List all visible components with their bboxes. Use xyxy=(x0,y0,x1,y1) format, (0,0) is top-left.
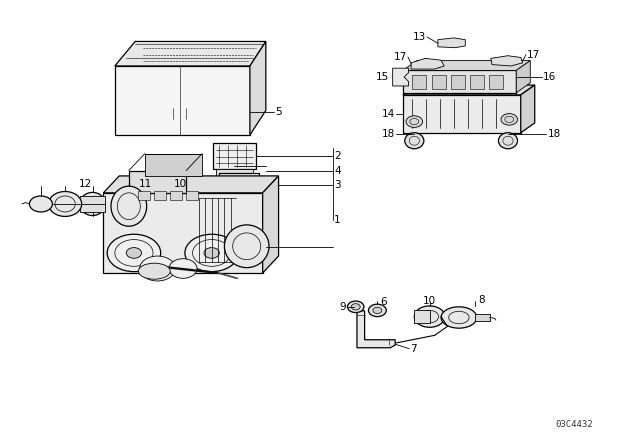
Polygon shape xyxy=(411,58,444,69)
Ellipse shape xyxy=(80,192,105,215)
Ellipse shape xyxy=(225,225,269,267)
Ellipse shape xyxy=(138,263,170,279)
Ellipse shape xyxy=(441,307,477,328)
Text: 10: 10 xyxy=(173,179,187,189)
Ellipse shape xyxy=(369,304,387,317)
Bar xyxy=(223,176,255,194)
Ellipse shape xyxy=(501,114,518,125)
Polygon shape xyxy=(103,193,262,273)
Polygon shape xyxy=(403,70,516,93)
Text: 17: 17 xyxy=(394,52,406,62)
Text: 13: 13 xyxy=(413,32,426,42)
Ellipse shape xyxy=(126,248,141,258)
Ellipse shape xyxy=(204,248,220,258)
Text: 1: 1 xyxy=(334,215,340,224)
Text: 5: 5 xyxy=(275,107,282,117)
Ellipse shape xyxy=(49,191,82,216)
Bar xyxy=(414,310,430,323)
Text: 3: 3 xyxy=(334,180,340,190)
Ellipse shape xyxy=(111,186,147,226)
Polygon shape xyxy=(115,66,250,135)
Ellipse shape xyxy=(185,234,239,271)
Polygon shape xyxy=(145,154,202,176)
Polygon shape xyxy=(403,85,535,95)
Text: 8: 8 xyxy=(478,295,484,305)
Ellipse shape xyxy=(351,304,360,310)
Text: 16: 16 xyxy=(543,72,556,82)
Text: 4: 4 xyxy=(334,167,340,177)
Text: 14: 14 xyxy=(382,109,395,119)
Bar xyxy=(154,190,166,199)
Text: 6: 6 xyxy=(381,297,387,307)
Ellipse shape xyxy=(373,307,382,314)
Polygon shape xyxy=(438,38,465,47)
Ellipse shape xyxy=(29,196,52,212)
Ellipse shape xyxy=(169,259,197,278)
Ellipse shape xyxy=(107,234,161,271)
Text: 17: 17 xyxy=(527,50,540,60)
Text: 2: 2 xyxy=(334,151,340,161)
Polygon shape xyxy=(393,68,408,86)
Bar xyxy=(213,143,256,169)
Bar xyxy=(138,190,150,199)
Bar xyxy=(216,169,253,176)
Text: 12: 12 xyxy=(79,179,93,189)
Polygon shape xyxy=(103,176,278,193)
Bar xyxy=(476,314,490,321)
Ellipse shape xyxy=(499,133,518,149)
Text: 18: 18 xyxy=(547,129,561,138)
Polygon shape xyxy=(262,176,278,273)
Bar xyxy=(220,173,259,196)
Polygon shape xyxy=(129,171,186,193)
Text: 9: 9 xyxy=(339,302,346,312)
Polygon shape xyxy=(357,311,395,348)
Text: 18: 18 xyxy=(382,129,395,138)
Polygon shape xyxy=(115,42,266,66)
Polygon shape xyxy=(491,56,523,66)
Bar xyxy=(451,75,465,89)
Polygon shape xyxy=(403,95,521,133)
Ellipse shape xyxy=(406,116,422,127)
Ellipse shape xyxy=(140,256,175,281)
Text: 15: 15 xyxy=(376,72,390,82)
Bar xyxy=(223,196,255,202)
Bar xyxy=(170,190,182,199)
Ellipse shape xyxy=(348,301,364,313)
Bar xyxy=(186,190,198,199)
Bar xyxy=(412,75,426,89)
Text: 10: 10 xyxy=(423,296,436,306)
Bar xyxy=(80,196,105,211)
Bar xyxy=(489,75,503,89)
Bar xyxy=(470,75,484,89)
Ellipse shape xyxy=(414,306,445,327)
Text: 11: 11 xyxy=(138,179,152,189)
Ellipse shape xyxy=(404,133,424,149)
Text: 7: 7 xyxy=(410,344,417,353)
Polygon shape xyxy=(521,85,535,133)
Polygon shape xyxy=(403,60,531,70)
Polygon shape xyxy=(250,42,266,135)
Text: 03C4432: 03C4432 xyxy=(556,420,593,429)
Polygon shape xyxy=(516,60,531,93)
Bar xyxy=(431,75,445,89)
